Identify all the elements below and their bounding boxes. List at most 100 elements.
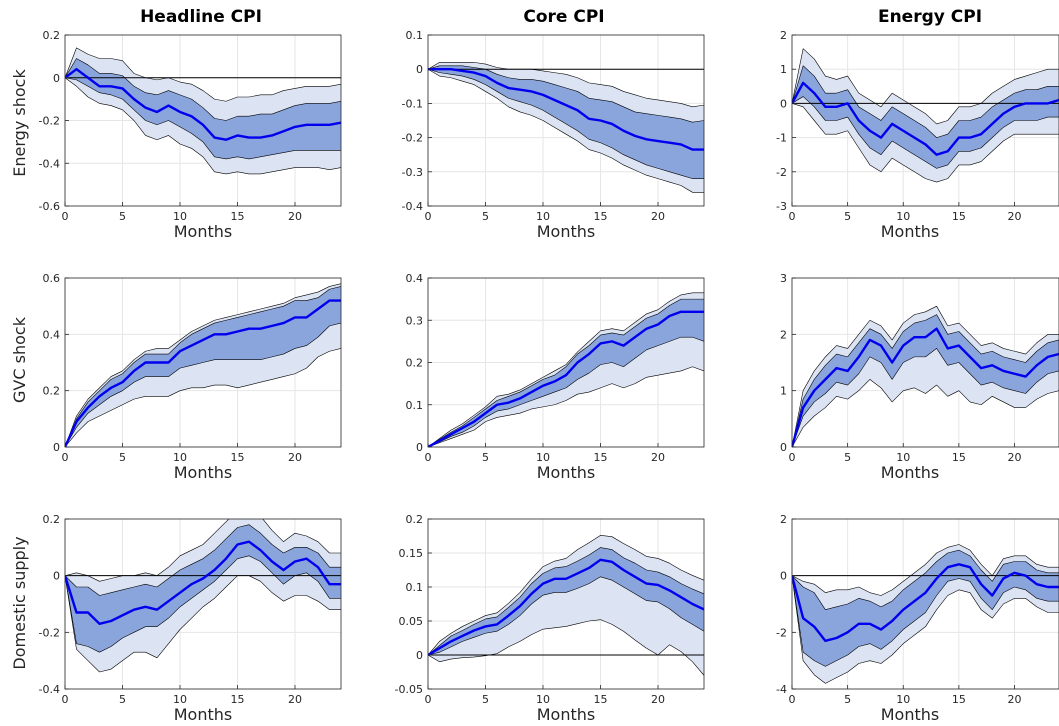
- y-tick-label: 0.4: [406, 272, 424, 285]
- x-tick-label: 0: [62, 693, 69, 706]
- x-tick-label: 0: [789, 451, 796, 464]
- outer-band-upper-edge: [65, 47, 341, 102]
- column-title-headline-cpi: Headline CPI: [140, 7, 262, 27]
- panel-energy-shock-energy-cpi: 0 5 10 15 20 -3 -2 -1 0 1 2 Months: [776, 29, 1059, 241]
- outer-band-upper-edge: [428, 292, 704, 447]
- inner-band-lower-edge: [428, 576, 704, 656]
- outer-band-lower-edge: [428, 366, 704, 447]
- inner-band-upper-edge: [428, 65, 704, 123]
- y-tick-label: 0.15: [399, 547, 424, 560]
- inner-band-lower-edge: [792, 575, 1059, 667]
- y-tick-label: 0: [780, 97, 787, 110]
- y-tick-label: 0.2: [43, 29, 61, 42]
- panel-gvc-shock-headline-cpi: 0 5 10 15 20 0 0.2 0.4 0.6 Months: [43, 272, 342, 482]
- inner-band-upper-edge: [65, 524, 341, 596]
- row-label-domestic-supply: Domestic supply: [10, 536, 29, 669]
- inner-band-upper-edge: [65, 58, 341, 121]
- x-axis-label: Months: [537, 222, 595, 241]
- outer-band-lower-edge: [792, 379, 1059, 447]
- panel-gvc-shock-headline-cpi-plot-area: [65, 283, 341, 447]
- y-tick-label: 2: [780, 29, 787, 42]
- inner-band-upper-edge: [792, 314, 1059, 447]
- x-tick-label: 15: [952, 451, 966, 464]
- panel-gvc-shock-energy-cpi-plot-area: [792, 305, 1059, 447]
- x-tick-label: 15: [231, 693, 245, 706]
- x-tick-label: 0: [425, 693, 432, 706]
- axes-frame: [791, 34, 1059, 207]
- outer-band-lower-edge: [428, 68, 704, 193]
- x-tick-label: 5: [482, 693, 489, 706]
- outer-credible-band: [792, 306, 1059, 447]
- y-tick-label: 0: [53, 570, 60, 583]
- x-tick-label: 10: [896, 451, 910, 464]
- x-tick-label: 15: [594, 210, 608, 223]
- y-tick-label: 0.6: [43, 272, 61, 285]
- y-tick-label: -0.2: [402, 132, 423, 145]
- panel-energy-shock-headline-cpi-plot-area: [65, 47, 341, 175]
- x-tick-label: 15: [594, 451, 608, 464]
- y-tick-label: -0.3: [402, 166, 423, 179]
- x-tick-label: 0: [789, 693, 796, 706]
- x-tick-label: 15: [231, 210, 245, 223]
- y-tick-label: 0.2: [406, 357, 424, 370]
- y-tick-label: -0.4: [39, 157, 60, 170]
- median-response-line: [792, 327, 1059, 447]
- panel-gvc-shock-core-cpi: 0 5 10 15 20 0 0.1 0.2 0.3 0.4 Months: [406, 272, 705, 482]
- y-tick-label: -4: [776, 683, 787, 696]
- x-tick-label: 5: [844, 693, 851, 706]
- x-tick-label: 10: [536, 693, 550, 706]
- y-tick-label: 0.1: [406, 399, 424, 412]
- inner-band-upper-edge: [792, 549, 1059, 610]
- x-tick-label: 5: [844, 210, 851, 223]
- y-tick-label: -0.4: [402, 200, 423, 213]
- row-label-energy-shock: Energy shock: [10, 69, 29, 177]
- inner-credible-band: [65, 58, 341, 159]
- inner-band-upper-edge: [428, 547, 704, 656]
- y-tick-label: 0.2: [406, 513, 424, 526]
- x-axis-label: Months: [174, 222, 232, 241]
- inner-band-lower-edge: [65, 77, 341, 160]
- x-tick-label: 10: [173, 210, 187, 223]
- x-tick-label: 5: [119, 210, 126, 223]
- x-tick-label: 10: [896, 693, 910, 706]
- median-response-line: [65, 540, 341, 626]
- y-tick-label: -0.4: [39, 683, 60, 696]
- y-tick-label: 0.2: [43, 513, 61, 526]
- inner-band-lower-edge: [65, 322, 341, 447]
- axes-frame: [427, 518, 705, 690]
- y-tick-label: 0.1: [406, 581, 424, 594]
- x-tick-label: 20: [1008, 210, 1022, 223]
- panel-gvc-shock-energy-cpi: 0 5 10 15 20 0 1 2 3 Months: [780, 272, 1059, 482]
- x-tick-label: 0: [425, 210, 432, 223]
- x-tick-label: 10: [896, 210, 910, 223]
- y-tick-label: 0: [53, 441, 60, 454]
- x-axis-label: Months: [881, 705, 939, 724]
- x-tick-label: 10: [173, 451, 187, 464]
- panel-domestic-supply-headline-cpi: 0 5 10 15 20 -0.4 -0.2 0 0.2 Months: [39, 513, 342, 724]
- median-response-line: [428, 67, 704, 151]
- y-tick-label: 0.3: [406, 314, 424, 327]
- inner-band-lower-edge: [428, 336, 704, 447]
- axes-frame: [791, 518, 1059, 690]
- inner-band-upper-edge: [792, 65, 1059, 138]
- panel-energy-shock-energy-cpi-plot-area: [792, 48, 1059, 183]
- panel-energy-shock-headline-cpi: 0 5 10 15 20 -0.6 -0.4 -0.2 0 0.2 Months: [39, 29, 342, 241]
- axes-frame: [64, 518, 342, 690]
- outer-band-lower-edge: [65, 575, 341, 673]
- outer-band-lower-edge: [792, 103, 1059, 183]
- x-tick-label: 10: [536, 451, 550, 464]
- median-response-line: [65, 67, 341, 141]
- median-response-line: [65, 299, 341, 447]
- x-tick-label: 5: [119, 693, 126, 706]
- y-tick-label: -0.1: [402, 97, 423, 110]
- y-tick-label: 0: [780, 570, 787, 583]
- x-tick-label: 20: [288, 451, 302, 464]
- y-tick-label: 0.4: [43, 328, 61, 341]
- column-title-core-cpi: Core CPI: [523, 7, 604, 27]
- y-tick-label: 0.2: [43, 385, 61, 398]
- y-tick-label: 2: [780, 513, 787, 526]
- y-tick-label: 0.05: [399, 615, 424, 628]
- y-tick-label: -3: [776, 200, 787, 213]
